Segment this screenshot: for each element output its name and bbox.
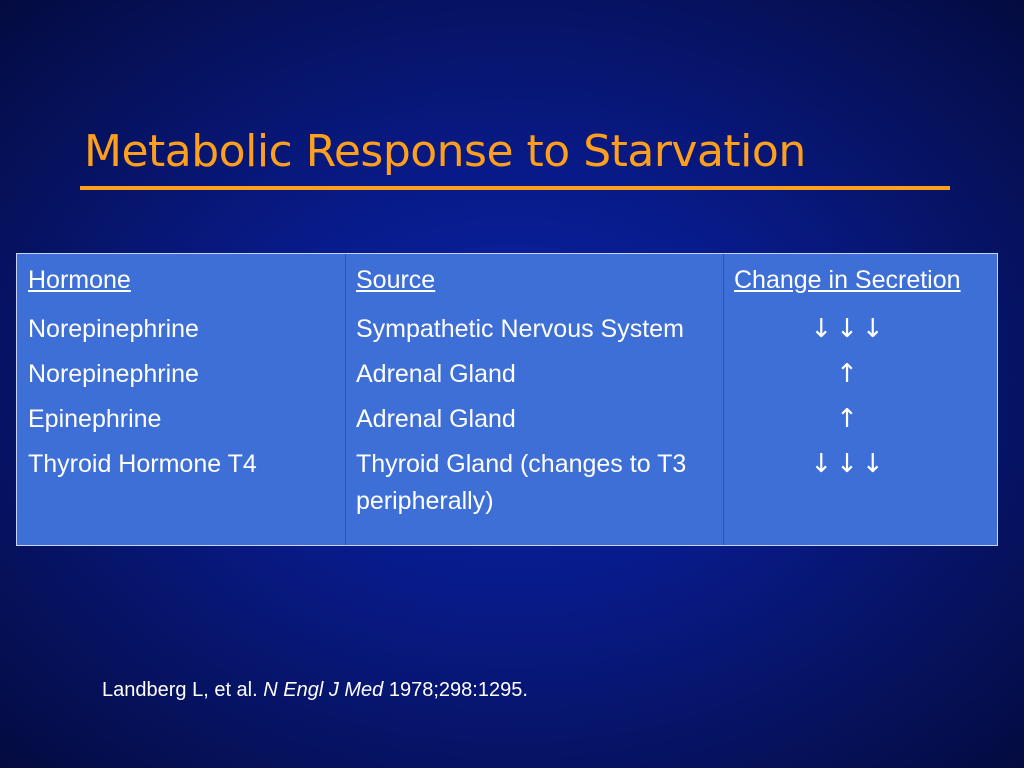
column-hormone: Hormone Norepinephrine Norepinephrine Ep… (17, 254, 346, 545)
citation: Landberg L, et al. N Engl J Med 1978;298… (102, 677, 528, 703)
slide-title: Metabolic Response to Starvation (84, 126, 806, 177)
cell-hormone-2: Norepinephrine (28, 360, 199, 388)
cell-hormone-1: Norepinephrine (28, 315, 199, 343)
cell-source-4: Thyroid Gland (changes to T3 peripherall… (356, 450, 687, 515)
hormone-table: Hormone Norepinephrine Norepinephrine Ep… (16, 253, 998, 546)
header-change: Change in Secretion (734, 266, 961, 294)
cell-source-1: Sympathetic Nervous System (356, 315, 684, 343)
change-decrease-arrows-icon: ↓↓↓ (810, 449, 888, 479)
change-increase-arrow-icon: ↑ (836, 404, 862, 434)
citation-journal: N Engl J Med (263, 679, 384, 701)
column-change: Change in Secretion ↓↓↓ ↑ ↑ ↓↓↓ (724, 254, 997, 545)
column-source: Source Sympathetic Nervous System Adrena… (346, 254, 724, 545)
cell-source-3: Adrenal Gland (356, 405, 516, 433)
header-source: Source (356, 266, 436, 294)
citation-details: 1978;298:1295. (388, 679, 528, 701)
header-hormone: Hormone (28, 266, 131, 294)
citation-authors: Landberg L, et al. (102, 679, 258, 701)
change-increase-arrow-icon: ↑ (836, 359, 862, 389)
cell-hormone-3: Epinephrine (28, 405, 162, 433)
title-underline (80, 186, 950, 190)
change-decrease-arrows-icon: ↓↓↓ (810, 314, 888, 344)
cell-hormone-4: Thyroid Hormone T4 (28, 450, 257, 478)
cell-source-2: Adrenal Gland (356, 360, 516, 388)
